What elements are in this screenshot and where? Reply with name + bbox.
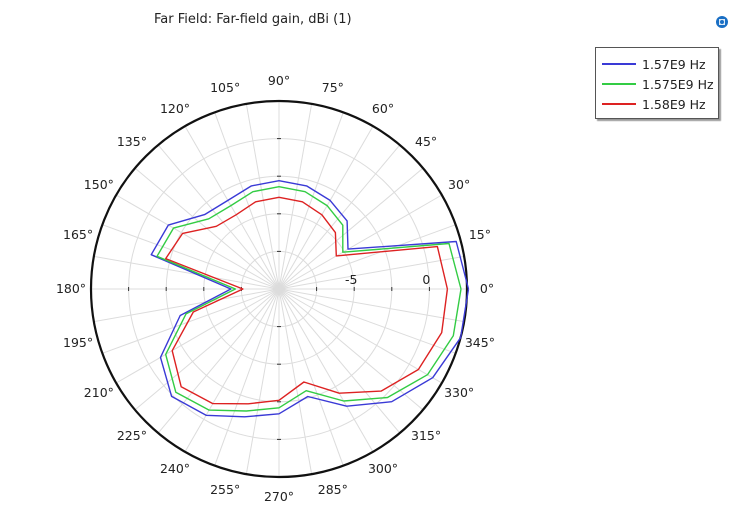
legend-swatch: [602, 103, 636, 105]
grid-spoke: [93, 255, 280, 290]
angle-tick-label: 60°: [372, 101, 394, 116]
legend-item: 1.57E9 Hz: [602, 54, 718, 74]
grid-spoke: [278, 288, 424, 411]
angle-tick-label: 135°: [117, 134, 147, 149]
angle-tick-label: 315°: [411, 428, 441, 443]
grid-spoke: [214, 288, 280, 466]
series-line: [156, 185, 462, 412]
outer-circle: [89, 99, 469, 479]
grid-spoke: [214, 112, 280, 290]
grid-spoke: [278, 167, 424, 290]
comsol-logo-icon[interactable]: [715, 14, 729, 28]
grid-spoke: [278, 288, 465, 323]
grid-spoke: [278, 288, 313, 475]
grid-spoke: [184, 125, 280, 290]
angle-tick-label: 150°: [84, 177, 114, 192]
grid-spoke: [278, 194, 443, 290]
angle-tick-label: 105°: [210, 80, 240, 95]
grid-spoke: [278, 224, 456, 290]
angle-tick-label: 120°: [160, 101, 190, 116]
grid-spoke: [278, 144, 401, 290]
grid-spoke: [278, 112, 344, 290]
grid-spoke: [134, 288, 280, 411]
angle-tick-label: 210°: [84, 385, 114, 400]
angle-tick-label: 90°: [268, 73, 290, 88]
grid-spoke: [102, 224, 280, 290]
grid-spoke: [278, 255, 465, 290]
angle-tick-label: 195°: [63, 335, 93, 350]
angle-tick-label: 75°: [322, 80, 344, 95]
angle-tick-label: 270°: [264, 489, 294, 504]
grid-spoke: [278, 288, 456, 354]
legend: 1.57E9 Hz 1.575E9 Hz 1.58E9 Hz: [595, 47, 719, 119]
angle-tick-label: 45°: [415, 134, 437, 149]
legend-label: 1.575E9 Hz: [642, 76, 714, 92]
legend-item: 1.58E9 Hz: [602, 94, 718, 114]
grid-spoke: [278, 125, 374, 290]
angle-tick-label: 30°: [448, 177, 470, 192]
grid-spoke: [245, 288, 280, 475]
angle-tick-label: 300°: [368, 461, 398, 476]
radial-tick-label: -5: [345, 272, 357, 287]
grid-spoke: [157, 144, 280, 290]
series-line: [164, 196, 449, 405]
angle-tick-label: 240°: [160, 461, 190, 476]
grid-spoke: [184, 288, 280, 453]
angle-tick-label: 345°: [465, 335, 495, 350]
angle-tick-label: 0°: [480, 281, 494, 296]
grid-spoke: [278, 288, 344, 466]
series-line: [150, 179, 470, 418]
legend-label: 1.58E9 Hz: [642, 96, 706, 112]
angle-tick-label: 180°: [56, 281, 86, 296]
angle-tick-label: 165°: [63, 227, 93, 242]
legend-item: 1.575E9 Hz: [602, 74, 718, 94]
angle-tick-label: 15°: [469, 227, 491, 242]
grid-spoke: [278, 288, 374, 453]
grid-spoke: [93, 288, 280, 323]
grid-spoke: [278, 288, 401, 434]
grid-spoke: [157, 288, 280, 434]
grid-spoke: [115, 288, 280, 384]
grid-spoke: [102, 288, 280, 354]
angle-tick-label: 285°: [318, 482, 348, 497]
legend-label: 1.57E9 Hz: [642, 56, 706, 72]
angle-tick-label: 330°: [444, 385, 474, 400]
grid-spoke: [245, 103, 280, 290]
legend-swatch: [602, 83, 636, 85]
grid-spoke: [278, 103, 313, 290]
grid-spoke: [115, 194, 280, 290]
chart-title: Far Field: Far-field gain, dBi (1): [154, 12, 352, 27]
legend-swatch: [602, 63, 636, 65]
radial-tick-label: 0: [422, 272, 430, 287]
angle-tick-label: 225°: [117, 428, 147, 443]
grid-spoke: [278, 288, 443, 384]
angle-tick-label: 255°: [210, 482, 240, 497]
